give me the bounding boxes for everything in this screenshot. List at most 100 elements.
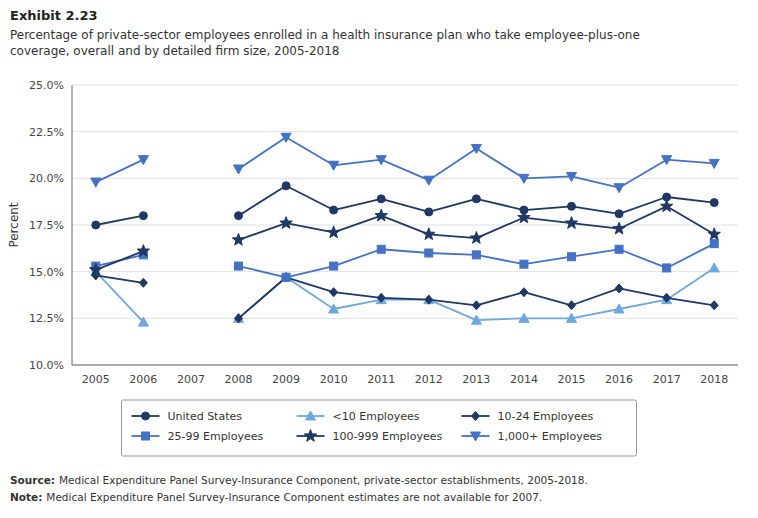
annotation: Note: Medical Expenditure Panel Survey-In… <box>10 491 542 503</box>
data-point <box>91 178 101 187</box>
data-point <box>471 315 481 324</box>
y-tick-label: 20.0% <box>29 172 64 185</box>
data-point <box>329 304 339 313</box>
data-point <box>613 222 625 234</box>
data-point <box>281 133 291 142</box>
data-point <box>425 208 433 216</box>
annotation-label: Note: <box>10 491 42 503</box>
series-line <box>96 186 714 225</box>
grid-line <box>72 131 738 132</box>
data-point <box>329 161 339 170</box>
x-tick-label: 2012 <box>415 373 443 386</box>
data-point <box>520 260 528 268</box>
annotation-text: Medical Expenditure Panel Survey-Insuran… <box>59 474 588 486</box>
data-point <box>519 313 529 322</box>
data-point <box>708 228 720 240</box>
legend-label: United States <box>168 410 243 423</box>
legend-marker <box>472 412 480 421</box>
axes: 10.0%12.5%15.0%17.5%20.0%22.5%25.0%20052… <box>7 79 738 386</box>
data-point <box>567 172 577 181</box>
data-point <box>375 209 387 221</box>
data-point <box>660 200 672 212</box>
data-point <box>234 165 244 174</box>
chart: Exhibit 2.23 Percentage of private-sector… <box>0 0 758 518</box>
x-tick-label: 2018 <box>700 373 728 386</box>
data-point <box>614 304 624 313</box>
data-point <box>138 317 148 326</box>
subtitle: coverage, overall and by detailed firm s… <box>10 44 340 58</box>
data-point <box>663 264 671 272</box>
y-axis-line <box>72 85 73 365</box>
annotation: Source: Medical Expenditure Panel Survey-… <box>10 474 588 486</box>
data-point <box>568 202 576 210</box>
y-tick-label: 15.0% <box>29 266 64 279</box>
data-point <box>568 253 576 261</box>
data-point <box>330 206 338 214</box>
data-point <box>567 313 577 322</box>
x-tick-label: 2005 <box>82 373 110 386</box>
data-point <box>423 228 435 240</box>
legend-label: 100-999 Employees <box>333 430 443 443</box>
data-point <box>425 295 433 304</box>
x-axis-line <box>72 365 738 366</box>
x-tick-label: 2006 <box>129 373 157 386</box>
y-axis-label: Percent <box>7 202 21 247</box>
data-point <box>520 288 528 297</box>
data-point <box>377 245 385 253</box>
data-point <box>282 273 290 281</box>
series-line <box>96 206 714 269</box>
grid-line <box>72 271 738 272</box>
data-point <box>92 221 100 229</box>
data-point <box>281 272 291 281</box>
data-point <box>565 217 577 229</box>
data-point <box>709 263 719 272</box>
y-tick-label: 12.5% <box>29 312 64 325</box>
data-point <box>471 144 481 153</box>
data-point <box>568 301 576 310</box>
grid-line <box>72 178 738 179</box>
data-point <box>139 278 147 287</box>
data-point <box>330 262 338 270</box>
grid-line <box>72 365 738 366</box>
y-tick-label: 10.0% <box>29 359 64 372</box>
data-point <box>282 273 290 282</box>
legend-box <box>122 400 637 456</box>
legend-marker <box>304 430 316 442</box>
series-line <box>96 268 714 322</box>
x-tick-label: 2014 <box>510 373 538 386</box>
legend-marker <box>306 411 316 420</box>
x-tick-label: 2008 <box>225 373 253 386</box>
x-tick-label: 2013 <box>462 373 490 386</box>
x-tick-label: 2017 <box>653 373 681 386</box>
plot-area <box>90 133 721 326</box>
data-point <box>282 182 290 190</box>
data-point <box>235 262 243 270</box>
subtitle: Percentage of private-sector employees e… <box>10 28 640 42</box>
legend: United States<10 Employees10-24 Employee… <box>122 400 637 456</box>
data-point <box>710 240 718 248</box>
data-point <box>710 301 718 310</box>
data-point <box>90 263 102 275</box>
data-point <box>377 195 385 203</box>
data-point <box>662 156 672 165</box>
y-tick-label: 22.5% <box>29 126 64 139</box>
legend-label: <10 Employees <box>333 410 420 423</box>
data-point <box>376 156 386 165</box>
x-tick-label: 2009 <box>272 373 300 386</box>
grid-line <box>72 318 738 319</box>
y-tick-label: 17.5% <box>29 219 64 232</box>
x-tick-label: 2011 <box>367 373 395 386</box>
annotation-text: Medical Expenditure Panel Survey-Insuran… <box>46 491 542 503</box>
legend-marker <box>142 412 150 420</box>
title: Exhibit 2.23 <box>10 8 98 23</box>
data-point <box>139 212 147 220</box>
data-point <box>138 156 148 165</box>
data-point <box>424 295 434 304</box>
data-point <box>232 233 244 245</box>
legend-label: 25-99 Employees <box>168 430 264 443</box>
annotation-label: Source: <box>10 474 55 486</box>
series-line <box>96 275 714 318</box>
series-line <box>96 137 714 187</box>
data-point <box>470 232 482 244</box>
legend-marker <box>471 432 481 441</box>
